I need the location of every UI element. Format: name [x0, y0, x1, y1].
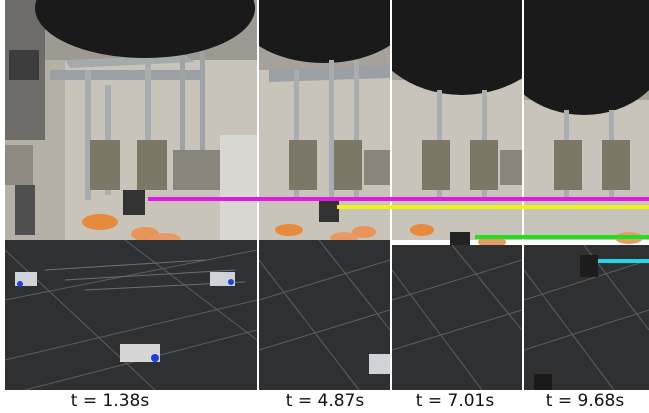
photo-panel-2 — [259, 0, 390, 390]
photo-panel-3 — [392, 0, 522, 390]
photo-panel-4 — [524, 0, 649, 390]
panel-2-time-label: t = 4.87s — [285, 391, 365, 411]
green-trajectory-line — [475, 235, 649, 239]
magenta-trajectory-line — [148, 197, 649, 201]
panel-1-time-label: t = 1.38s — [70, 391, 150, 411]
panel-3-time-label: t = 7.01s — [415, 391, 495, 411]
cyan-trajectory-line — [598, 259, 649, 263]
yellow-trajectory-line — [337, 205, 649, 209]
photo-panel-1 — [5, 0, 257, 390]
panel-4-time-label: t = 9.68s — [545, 391, 625, 411]
